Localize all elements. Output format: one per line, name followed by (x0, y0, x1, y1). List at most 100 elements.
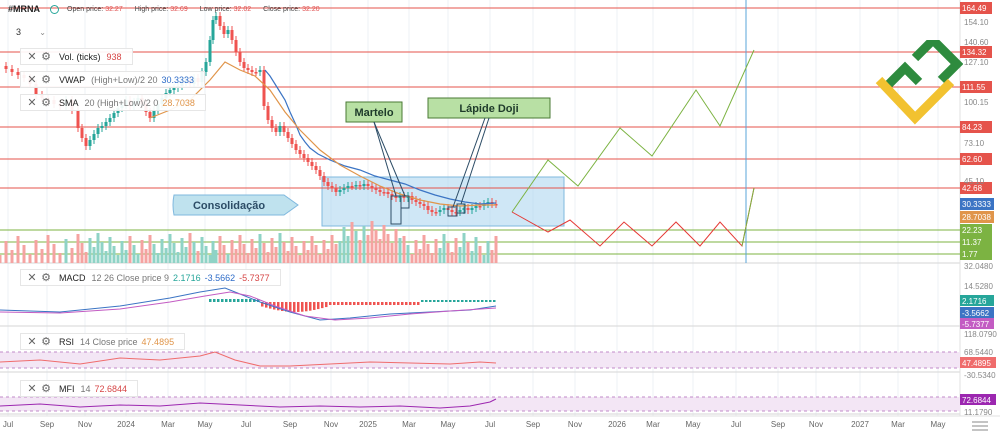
volume-bar (450, 252, 454, 263)
candle-body (290, 138, 294, 144)
level-label-text: 164.49 (962, 4, 987, 13)
volume-legend[interactable]: ✕ ⚙ Vol. (ticks) 938 (20, 48, 133, 65)
forecast-bearish-path (511, 187, 755, 248)
time-tick-label: May (197, 420, 212, 429)
close-icon[interactable]: ✕ (27, 97, 37, 109)
macd-legend[interactable]: ✕ ⚙ MACD 12 26 Close price 9 2.1716 -3.5… (20, 269, 281, 286)
low-price-label: Low price: (199, 5, 232, 13)
volume-bar (246, 253, 250, 263)
macd-histogram-bar (441, 300, 444, 302)
rsi-axis-label: 68.5440 (964, 348, 993, 357)
volume-bar (386, 234, 390, 263)
indicator-name: MFI (59, 383, 75, 394)
histogram-value: -5.7377 (239, 272, 270, 283)
vwap-legend[interactable]: ✕ ⚙ VWAP (High+Low)/2 20 30.3333 (20, 71, 206, 88)
time-tick-label: 2024 (117, 420, 135, 429)
level-label: 111.55 (960, 81, 992, 93)
macd-histogram-bar (285, 302, 288, 312)
volume-bar (294, 246, 298, 263)
candle-body (92, 134, 96, 140)
level-label-bg (960, 46, 992, 58)
candle-body (294, 144, 298, 150)
volume-bar (204, 246, 208, 263)
rsi-legend[interactable]: ✕ ⚙ RSI 14 Close price 47.4895 (20, 333, 186, 350)
gear-icon[interactable]: ⚙ (41, 97, 51, 109)
gear-icon[interactable]: ⚙ (41, 272, 51, 284)
macd-histogram-bar (349, 302, 352, 305)
volume-bar (144, 249, 148, 263)
level-label-bg (960, 236, 992, 248)
candle-body (250, 70, 254, 72)
volume-bar (28, 254, 32, 263)
timeframe-select[interactable]: 3 ⌄ (10, 24, 52, 40)
rsi-value-bg (960, 357, 996, 368)
candle-body (374, 188, 378, 190)
price-tick-label: 127.10 (964, 58, 989, 67)
annotation-text: Martelo (354, 107, 393, 119)
volume-bar (250, 239, 254, 263)
gear-icon[interactable]: ⚙ (41, 336, 51, 348)
candle-body (298, 150, 302, 154)
candle-body (422, 204, 426, 206)
clock-icon[interactable] (50, 4, 60, 14)
macd-histogram-bar (357, 302, 360, 305)
candle-body (414, 200, 418, 202)
close-icon[interactable]: ✕ (27, 272, 37, 284)
macd-histogram-bar (333, 302, 336, 305)
macd-histogram-bar (365, 302, 368, 305)
candle-body (112, 113, 116, 118)
level-label-text: 42.68 (962, 184, 983, 193)
time-tick-label: Jul (731, 420, 741, 429)
macd-histogram-bar (457, 300, 460, 302)
indicator-params: (High+Low)/2 20 (91, 74, 158, 85)
macd-histogram-bar (393, 302, 396, 305)
mfi-legend[interactable]: ✕ ⚙ MFI 14 72.6844 (20, 380, 139, 397)
volume-bar (462, 233, 466, 263)
volume-bar (418, 249, 422, 263)
indicator-value: 28.7038 (162, 97, 195, 108)
close-icon[interactable]: ✕ (27, 51, 37, 63)
close-icon[interactable]: ✕ (27, 336, 37, 348)
macd-histogram-bar (353, 302, 356, 305)
annotation-pointer (373, 121, 406, 197)
annotation-text: Consolidação (193, 200, 265, 212)
macd-histogram-bar (209, 299, 212, 302)
macd-histogram-bar (297, 302, 300, 312)
volume-bar (382, 225, 386, 263)
volume-series (0, 221, 498, 263)
macd-histogram-bar (361, 302, 364, 305)
macd-value: 2.1716 (173, 272, 201, 283)
time-tick-label: Jul (485, 420, 495, 429)
volume-bar (354, 231, 358, 263)
candle-body (338, 190, 342, 192)
gear-icon[interactable]: ⚙ (41, 51, 51, 63)
gear-icon[interactable]: ⚙ (41, 74, 51, 86)
level-label-bg (960, 153, 992, 165)
time-tick-label: Sep (283, 420, 298, 429)
close-icon[interactable]: ✕ (27, 383, 37, 395)
macd-histogram-bar (437, 300, 440, 302)
volume-bar (226, 254, 230, 263)
time-tick-label: Sep (771, 420, 786, 429)
volume-bar (326, 249, 330, 263)
gear-icon[interactable]: ⚙ (41, 383, 51, 395)
time-tick-label: Sep (40, 420, 55, 429)
volume-bar (242, 244, 246, 263)
annotation-box (172, 194, 299, 216)
volume-bar (474, 237, 478, 263)
macd-histogram-bar (329, 302, 332, 305)
level-label-bg (960, 2, 992, 14)
volume-bar (222, 245, 226, 263)
close-icon[interactable]: ✕ (27, 74, 37, 86)
volume-bar (192, 242, 196, 263)
macd-value-bg (960, 307, 994, 318)
macd-histogram-bar (233, 299, 236, 302)
volume-bar (406, 245, 410, 263)
current-price-label: 30.3333 (960, 198, 994, 210)
macd-histogram-bar (445, 300, 448, 302)
candle-body (386, 192, 390, 194)
sma-legend[interactable]: ✕ ⚙ SMA 20 (High+Low)/2 0 28.7038 (20, 94, 206, 111)
candle-body (88, 140, 92, 146)
